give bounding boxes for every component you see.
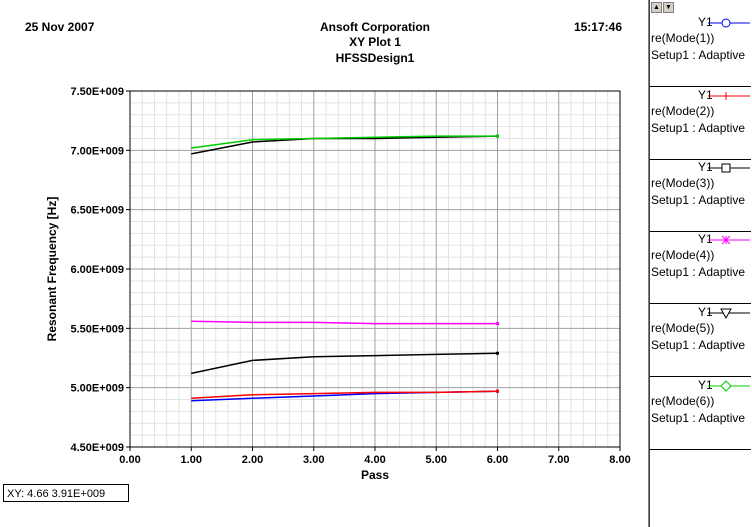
series-line [191, 390, 498, 400]
legend-setup: Setup1 : Adaptive [651, 121, 746, 135]
design-name: HFSSDesign1 [335, 51, 415, 65]
legend-setup: Setup1 : Adaptive [651, 48, 746, 62]
x-tick-label: 6.00 [487, 454, 508, 466]
plus-icon [708, 92, 750, 100]
legend-axis-label: Y1 [698, 88, 713, 102]
y-tick-label: 6.00E+009 [70, 264, 124, 276]
legend-entry[interactable]: Y1 re(Mode(6)) Setup1 : Adaptive [650, 378, 751, 450]
legend-panel[interactable]: ▲ ▼ Y1 re(Mode(1)) Setup1 : Adaptive Y1 re(M… [649, 0, 752, 527]
series-line [191, 320, 498, 325]
xy-plot-chart[interactable]: 0.00 1.00 2.00 3.00 4.00 5.00 6.00 7.00 8.00 4.50… [0, 0, 649, 527]
legend-entry[interactable]: Y1 re(Mode(2)) Setup1 : Adaptive [650, 88, 751, 160]
x-tick-label: 7.00 [548, 454, 569, 466]
legend-expression: re(Mode(1)) [651, 31, 715, 45]
x-tick-label: 0.00 [119, 454, 140, 466]
y-tick-label: 7.00E+009 [70, 145, 124, 157]
legend-setup: Setup1 : Adaptive [651, 193, 746, 207]
series-end-marker [496, 389, 499, 393]
company-label: Ansoft Corporation [320, 20, 430, 34]
plot-area-frame[interactable]: 25 Nov 2007 15:17:46 Ansoft Corporation … [0, 0, 649, 527]
x-tick-label: 5.00 [426, 454, 447, 466]
circle-icon [708, 18, 750, 28]
legend-axis-label: Y1 [698, 232, 713, 246]
legend-axis-label: Y1 [698, 305, 713, 319]
legend-axis-label: Y1 [698, 15, 713, 29]
square-icon [708, 163, 750, 173]
legend-axis-label: Y1 [698, 160, 713, 174]
series-end-marker [496, 351, 499, 355]
triangle-down-icon [708, 308, 750, 320]
asterisk-icon [708, 235, 750, 245]
series-line [191, 135, 498, 149]
legend-expression: re(Mode(4)) [651, 248, 715, 262]
legend-entry[interactable]: Y1 re(Mode(4)) Setup1 : Adaptive [650, 232, 751, 304]
y-tick-label: 4.50E+009 [70, 442, 124, 454]
legend-setup: Setup1 : Adaptive [651, 338, 746, 352]
series-line [191, 352, 498, 375]
scroll-down-button[interactable]: ▼ [663, 2, 674, 13]
x-tick-label: 3.00 [303, 454, 324, 466]
y-tick-label: 5.50E+009 [70, 323, 124, 335]
x-tick-label: 2.00 [242, 454, 263, 466]
legend-axis-label: Y1 [698, 378, 713, 392]
legend-expression: re(Mode(5)) [651, 321, 715, 335]
legend-entry[interactable]: Y1 re(Mode(5)) Setup1 : Adaptive [650, 305, 751, 377]
legend-expression: re(Mode(3)) [651, 176, 715, 190]
time-label: 15:17:46 [573, 20, 622, 34]
legend-expression: re(Mode(2)) [651, 104, 715, 118]
series-end-marker [496, 134, 499, 138]
cursor-readout: XY: 4.66 3.91E+009 [3, 484, 129, 502]
legend-entry[interactable]: Y1 re(Mode(1)) Setup1 : Adaptive [650, 15, 751, 87]
legend-scroll-buttons: ▲ ▼ [651, 2, 674, 14]
y-tick-label: 7.50E+009 [70, 86, 124, 98]
x-tick-label: 4.00 [364, 454, 385, 466]
x-tick-label: 8.00 [609, 454, 630, 466]
legend-setup: Setup1 : Adaptive [651, 265, 746, 279]
date-label: 25 Nov 2007 [25, 20, 95, 34]
x-tick-label: 1.00 [181, 454, 202, 466]
y-axis-label: Resonant Frequency [Hz] [45, 197, 59, 342]
scroll-up-button[interactable]: ▲ [651, 2, 662, 13]
legend-setup: Setup1 : Adaptive [651, 411, 746, 425]
x-axis-label: Pass [361, 468, 389, 482]
legend-entry[interactable]: Y1 re(Mode(3)) Setup1 : Adaptive [650, 160, 751, 232]
plot-title: XY Plot 1 [349, 35, 401, 49]
legend-expression: re(Mode(6)) [651, 394, 715, 408]
diamond-icon [708, 380, 750, 392]
y-tick-label: 6.50E+009 [70, 205, 124, 217]
series-end-marker [496, 322, 499, 326]
y-tick-label: 5.00E+009 [70, 383, 124, 395]
